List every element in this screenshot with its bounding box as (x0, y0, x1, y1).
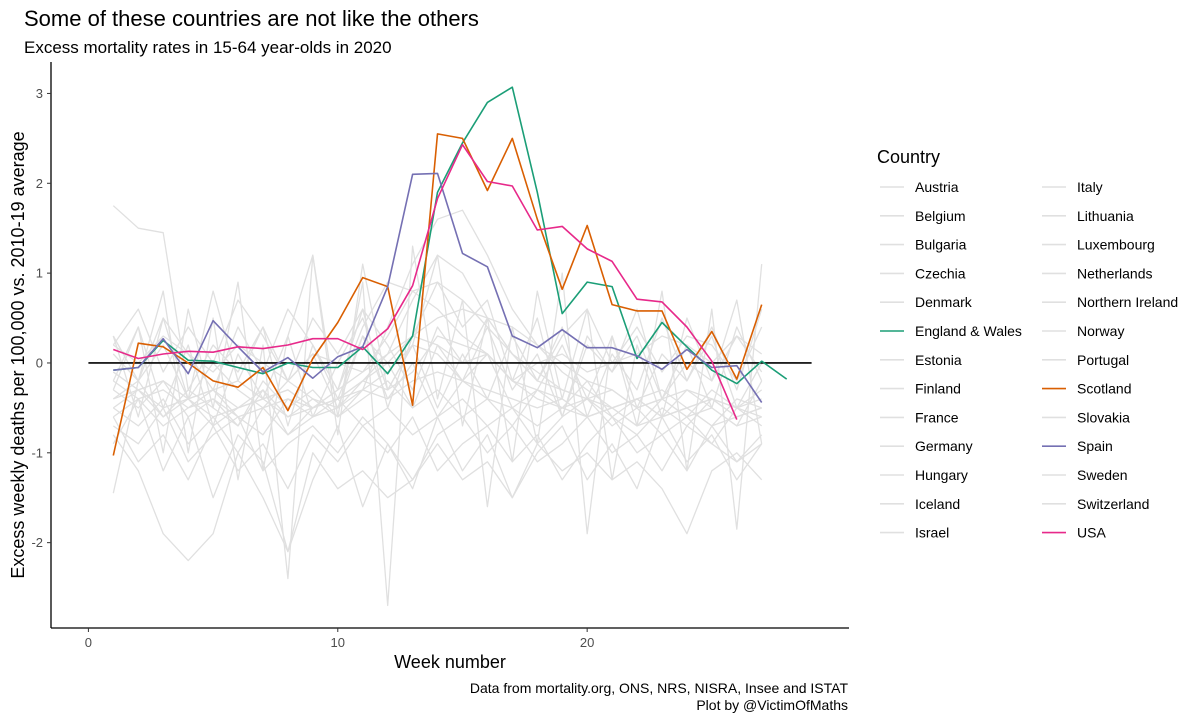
legend-label-netherlands: Netherlands (1077, 265, 1153, 281)
series-line-northern-ireland (112, 281, 763, 427)
series-line-austria (112, 335, 762, 436)
y-axis-title: Excess weekly deaths per 100,000 vs. 201… (8, 131, 28, 578)
axes-group (50, 62, 849, 629)
series-line-england-and-wales (113, 86, 788, 385)
legend-label-portugal: Portugal (1077, 352, 1129, 368)
x-tick-label: 10 (331, 635, 345, 650)
legend-label-czechia: Czechia (915, 265, 966, 281)
legend-label-finland: Finland (915, 381, 961, 397)
series-line-slovakia (112, 407, 763, 481)
caption-source: Data from mortality.org, ONS, NRS, NISRA… (469, 680, 848, 696)
legend-label-estonia: Estonia (915, 352, 962, 368)
legend-label-italy: Italy (1077, 179, 1103, 195)
legend-label-lithuania: Lithuania (1077, 208, 1134, 224)
legend-label-denmark: Denmark (915, 294, 973, 310)
x-tick-label: 0 (85, 635, 92, 650)
series-line-lithuania (112, 299, 763, 391)
y-tick-label: 1 (36, 266, 43, 281)
legend: Austria Belgium Bulgaria Czechia Denmark Engl… (880, 179, 1178, 541)
y-tick-label: -1 (31, 445, 43, 460)
y-tick-label: 3 (36, 86, 43, 101)
x-tick-label: 20 (580, 635, 594, 650)
legend-label-austria: Austria (915, 179, 959, 195)
series-line-italy (112, 281, 762, 427)
chart-title: Some of these countries are not like the… (24, 6, 479, 31)
legend-label-switzerland: Switzerland (1077, 496, 1149, 512)
legend-label-usa: USA (1077, 525, 1106, 541)
caption-credit: Plot by @VictimOfMaths (696, 697, 848, 713)
legend-label-spain: Spain (1077, 438, 1113, 454)
series-line-iceland (112, 245, 763, 607)
legend-label-israel: Israel (915, 525, 949, 541)
highlighted-series-group (112, 86, 788, 456)
series-line-scotland (112, 133, 763, 456)
series-line-usa (113, 143, 738, 420)
series-line-estonia (112, 398, 763, 553)
x-axis-title: Week number (394, 652, 506, 672)
series-line-norway (112, 380, 762, 427)
series-line-israel (112, 434, 763, 562)
legend-label-france: France (915, 409, 959, 425)
background-series-group (112, 205, 763, 607)
y-tick-label: -2 (31, 535, 43, 550)
legend-label-bulgaria: Bulgaria (915, 237, 967, 253)
chart-subtitle: Excess mortality rates in 15-64 year-old… (24, 38, 392, 57)
legend-title: Country (877, 147, 940, 167)
series-line-finland (112, 416, 763, 490)
y-tick-label: 2 (36, 176, 43, 191)
legend-label-scotland: Scotland (1077, 381, 1131, 397)
legend-label-luxembourg: Luxembourg (1077, 237, 1155, 253)
legend-label-hungary: Hungary (915, 467, 968, 483)
legend-label-iceland: Iceland (915, 496, 960, 512)
legend-label-slovakia: Slovakia (1077, 409, 1130, 425)
legend-label-sweden: Sweden (1077, 467, 1128, 483)
legend-label-england-and-wales: England & Wales (915, 323, 1022, 339)
legend-label-belgium: Belgium (915, 208, 966, 224)
legend-label-northern-ireland: Northern Ireland (1077, 294, 1178, 310)
legend-label-germany: Germany (915, 438, 973, 454)
ticks-group: -2 -1 0 1 2 3 0 10 20 (31, 86, 594, 650)
series-line-switzerland (112, 344, 762, 436)
series-line-spain (113, 172, 763, 403)
legend-label-norway: Norway (1077, 323, 1124, 339)
y-tick-label: 0 (36, 355, 43, 370)
caption: Data from mortality.org, ONS, NRS, NISRA… (470, 680, 848, 714)
series-line-sweden (112, 308, 762, 427)
